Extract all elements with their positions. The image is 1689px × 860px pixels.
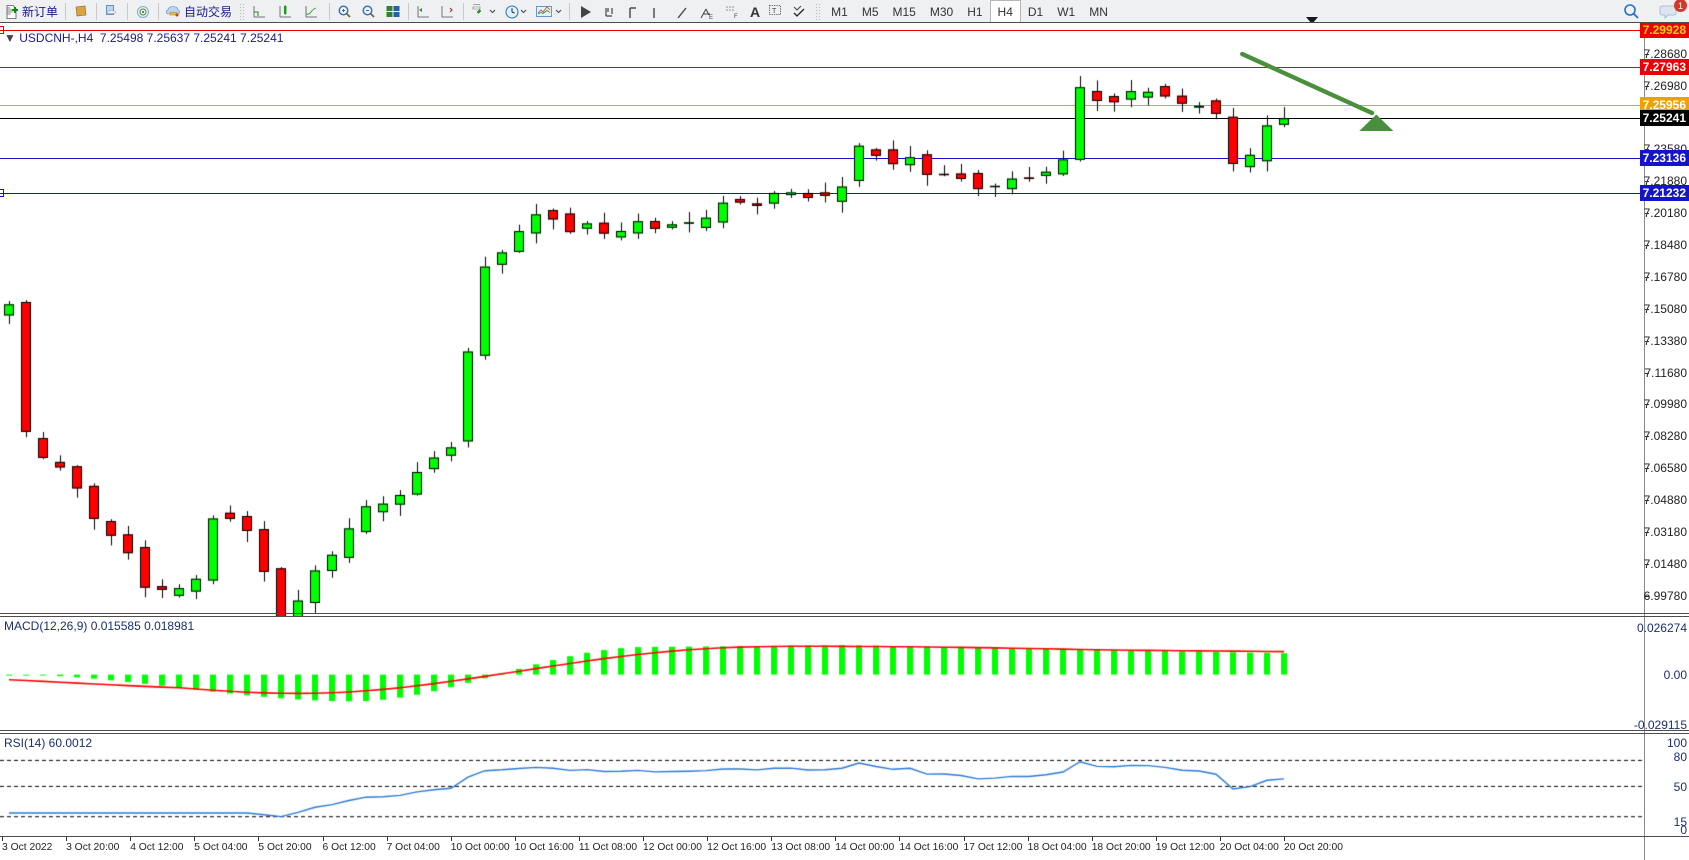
svg-text:T: T [772,8,777,15]
svg-text:F: F [734,14,738,20]
svg-text:E: E [709,15,713,20]
